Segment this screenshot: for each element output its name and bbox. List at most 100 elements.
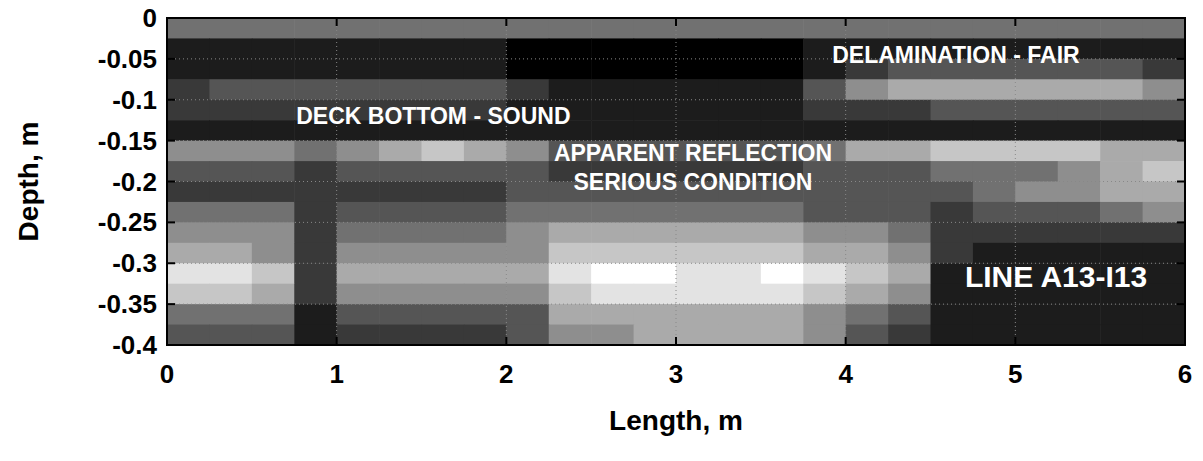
cell [252, 79, 295, 100]
cell [803, 120, 846, 141]
cell [973, 304, 1016, 325]
axis-title: Depth, m [13, 122, 44, 242]
cell [718, 325, 761, 345]
cell [676, 263, 719, 284]
cell [591, 79, 634, 100]
cell [506, 202, 549, 223]
cell [718, 38, 761, 59]
cell [1100, 18, 1143, 39]
cell [167, 59, 210, 80]
cell [252, 263, 295, 284]
cell [294, 38, 337, 59]
cell [422, 141, 465, 162]
cell [718, 284, 761, 305]
cell [803, 284, 846, 305]
cell [888, 18, 931, 39]
cell [591, 120, 634, 141]
cell [506, 38, 549, 59]
cell [209, 141, 252, 162]
tick [167, 17, 175, 19]
grid-line [167, 222, 1185, 223]
cell [973, 222, 1016, 243]
cell [422, 304, 465, 325]
tick [166, 337, 168, 345]
cell [464, 284, 507, 305]
cell [337, 263, 380, 284]
cell [252, 100, 295, 121]
cell [634, 79, 677, 100]
tick [167, 221, 175, 223]
cell [1143, 222, 1185, 243]
tick-label: -0.2 [112, 167, 157, 197]
cell [931, 120, 974, 141]
cell [464, 141, 507, 162]
cell [506, 18, 549, 39]
cell [1058, 100, 1101, 121]
cell [337, 141, 380, 162]
cell [676, 79, 719, 100]
cell [337, 161, 380, 182]
cell [1143, 182, 1185, 203]
cell [294, 161, 337, 182]
cell [973, 325, 1016, 345]
cell [167, 325, 210, 345]
cell [422, 222, 465, 243]
cell [1100, 304, 1143, 325]
cell [252, 222, 295, 243]
cell [549, 38, 592, 59]
cell [167, 100, 210, 121]
cell [294, 18, 337, 39]
cell [718, 222, 761, 243]
cell [718, 100, 761, 121]
cell [634, 18, 677, 39]
cell [1015, 141, 1058, 162]
cell [1058, 304, 1101, 325]
cell [718, 243, 761, 264]
cell [464, 38, 507, 59]
cell [973, 100, 1016, 121]
cell [294, 59, 337, 80]
cell [718, 202, 761, 223]
cell [422, 243, 465, 264]
cell [379, 38, 422, 59]
cell [846, 243, 889, 264]
cell [209, 18, 252, 39]
cell [931, 141, 974, 162]
cell [1143, 202, 1185, 223]
cell [634, 304, 677, 325]
cell [506, 141, 549, 162]
cell [422, 263, 465, 284]
cell [634, 202, 677, 223]
tick [1177, 58, 1185, 60]
cell [888, 243, 931, 264]
cell [888, 161, 931, 182]
tick [1177, 303, 1185, 305]
cell [1143, 325, 1185, 345]
cell [252, 161, 295, 182]
tick [1177, 221, 1185, 223]
tick-label: 0 [143, 3, 157, 33]
cell [1143, 100, 1185, 121]
cell [506, 304, 549, 325]
cell [973, 161, 1016, 182]
cell [591, 18, 634, 39]
cell [1015, 79, 1058, 100]
cell [888, 182, 931, 203]
cell [549, 202, 592, 223]
cell [422, 59, 465, 80]
cell [591, 325, 634, 345]
cell [379, 141, 422, 162]
cell [464, 263, 507, 284]
cell [846, 222, 889, 243]
cell [379, 263, 422, 284]
cell [591, 263, 634, 284]
cell [209, 161, 252, 182]
cell [506, 243, 549, 264]
cell [761, 120, 804, 141]
cell [1015, 100, 1058, 121]
cell [422, 18, 465, 39]
tick-label: 1 [329, 359, 343, 389]
cell [379, 18, 422, 39]
tick [845, 337, 847, 345]
cell [209, 325, 252, 345]
